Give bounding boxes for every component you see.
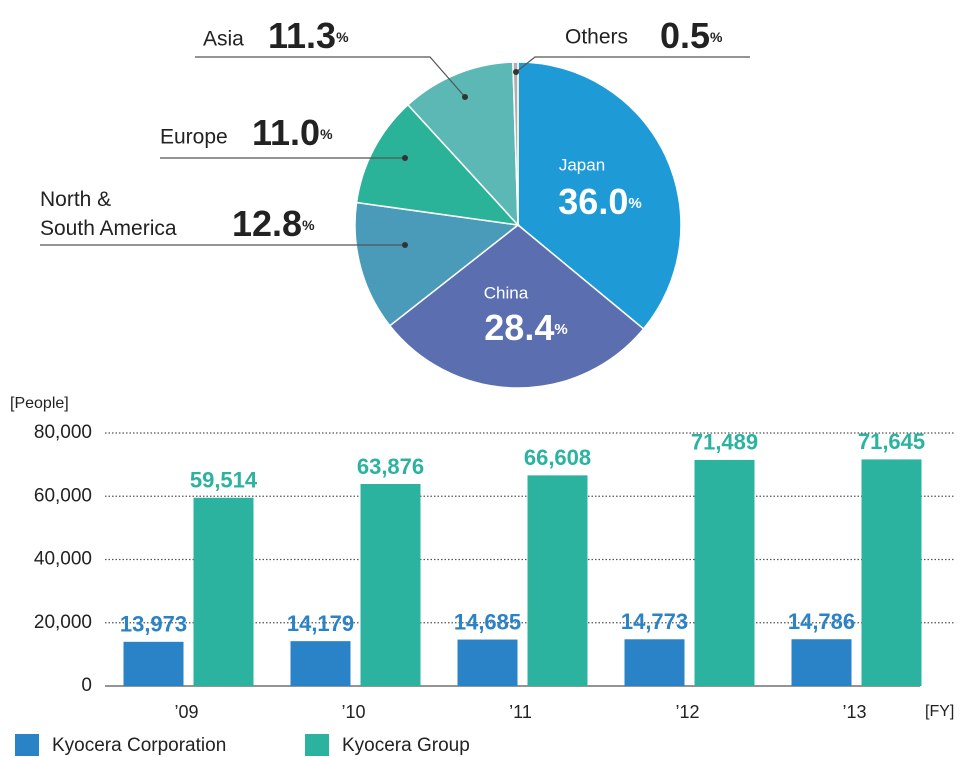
value-label: 14,179	[287, 611, 354, 636]
slice-label: North & South America	[40, 188, 177, 240]
value-label: 66,608	[524, 445, 591, 470]
slice-value: 36.0%	[558, 181, 641, 222]
legend-label: Kyocera Group	[342, 735, 470, 756]
bar	[694, 459, 755, 686]
value-label: 14,786	[788, 609, 855, 634]
value-label: 14,773	[621, 609, 688, 634]
y-tick-label: 60,000	[34, 485, 92, 506]
slice-value: 11.3%	[268, 15, 349, 56]
pie-slice	[517, 61, 682, 330]
leader-dot	[402, 242, 408, 248]
slice-value: 12.8%	[232, 203, 315, 244]
legend-label: Kyocera Corporation	[52, 735, 226, 756]
y-tick-label: 20,000	[34, 612, 92, 633]
bar	[290, 641, 351, 686]
legend-swatch	[305, 734, 329, 756]
value-label: 71,645	[858, 429, 925, 454]
leader-line	[515, 56, 750, 73]
x-axis-label: [FY]	[925, 703, 954, 720]
pie-slice	[388, 224, 645, 389]
x-tick-label: ’10	[341, 702, 365, 722]
bar	[123, 641, 184, 686]
slice-value: 0.5%	[660, 15, 723, 56]
y-tick-label: 40,000	[34, 549, 92, 570]
leader-dot	[462, 94, 468, 100]
leader-dot	[513, 69, 519, 75]
slice-value: 11.0%	[252, 112, 333, 153]
slice-label: Asia	[203, 28, 244, 51]
y-tick-label: 0	[81, 675, 92, 696]
slice-label: China	[484, 283, 529, 302]
slice-label: Others	[565, 26, 628, 49]
value-label: 14,685	[454, 609, 521, 634]
bar	[861, 459, 922, 686]
slice-label: Europe	[160, 126, 228, 149]
y-axis-label: [People]	[10, 395, 69, 412]
value-label: 59,514	[190, 468, 258, 493]
pie-slice	[406, 61, 519, 227]
y-tick-label: 80,000	[34, 422, 92, 443]
value-label: 71,489	[691, 430, 758, 455]
pie-slice	[355, 103, 520, 227]
value-label: 63,876	[357, 454, 424, 479]
x-tick-label: ’12	[675, 702, 699, 722]
x-tick-label: ’11	[509, 702, 532, 722]
bar	[193, 497, 254, 686]
bar	[791, 639, 852, 686]
pie-slice	[512, 61, 519, 226]
leader-line	[195, 56, 466, 98]
slice-label: Japan	[559, 155, 605, 174]
bar	[457, 639, 518, 686]
legend-swatch	[15, 734, 39, 756]
slice-value: 28.4%	[484, 307, 567, 348]
x-tick-label: ’13	[842, 702, 866, 722]
bar	[527, 475, 588, 686]
value-label: 13,973	[120, 612, 187, 637]
bar	[624, 639, 685, 686]
x-tick-label: ’09	[174, 702, 198, 722]
pie-slice	[354, 201, 520, 327]
bar	[360, 483, 421, 686]
leader-dot	[402, 155, 408, 161]
